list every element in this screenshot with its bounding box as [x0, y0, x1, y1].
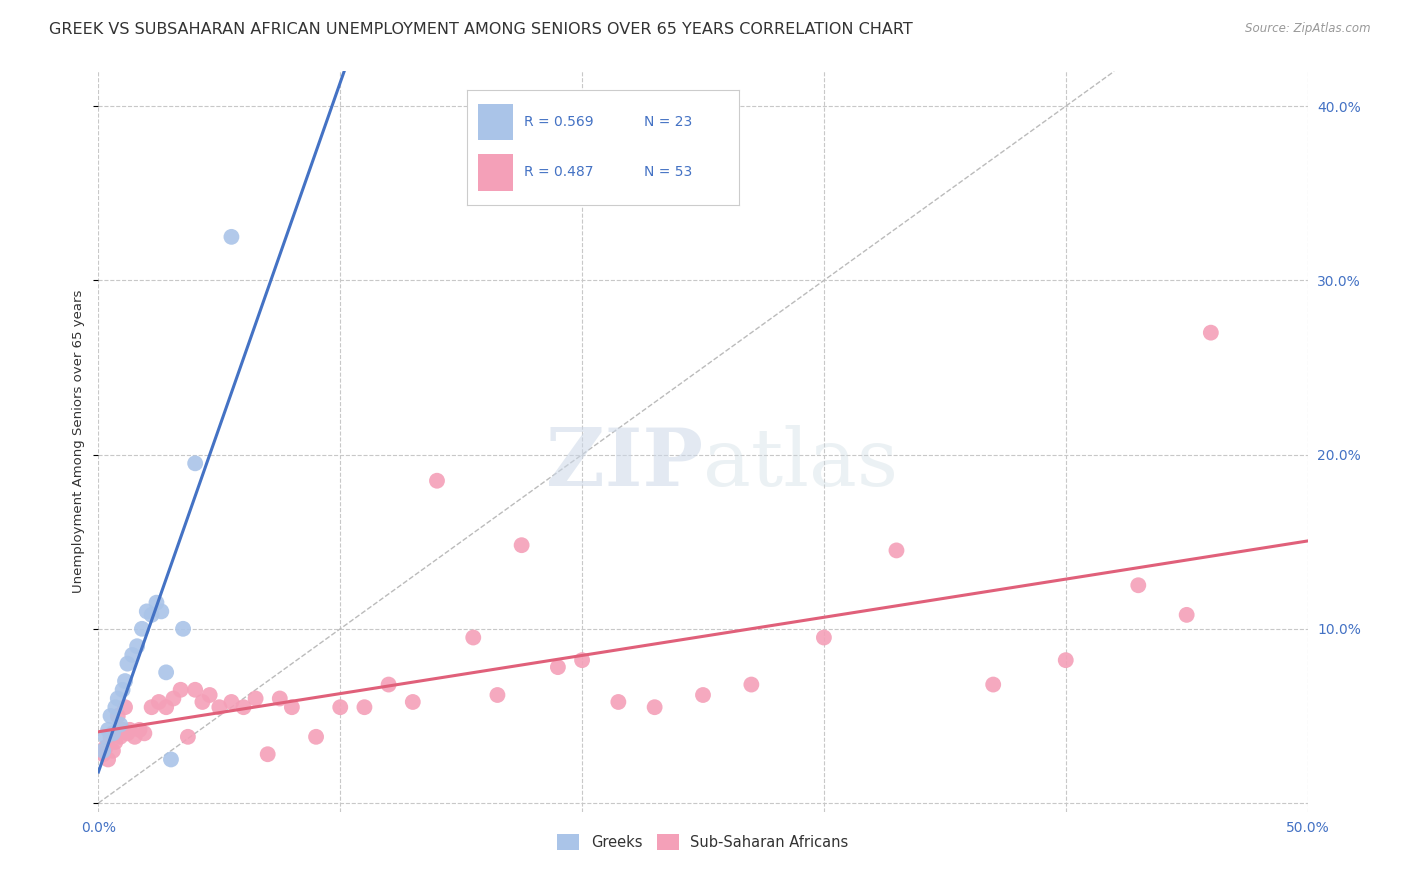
Point: [177, 730, 200, 744]
Point: [169, 682, 191, 697]
Point: [269, 691, 291, 706]
Y-axis label: Unemployment Among Seniors over 65 years: Unemployment Among Seniors over 65 years: [72, 290, 86, 593]
Point: [353, 700, 375, 714]
Point: [232, 700, 254, 714]
Point: [131, 622, 153, 636]
Point: [118, 723, 141, 737]
Point: [117, 657, 139, 671]
Point: [463, 631, 485, 645]
Point: [128, 723, 150, 737]
Point: [692, 688, 714, 702]
Point: [426, 474, 449, 488]
Point: [117, 726, 139, 740]
Point: [486, 688, 509, 702]
Point: [150, 604, 173, 618]
Point: [100, 709, 122, 723]
Point: [135, 604, 157, 618]
Legend: Greeks, Sub-Saharan Africans: Greeks, Sub-Saharan Africans: [551, 828, 855, 856]
Point: [208, 700, 231, 714]
Point: [104, 735, 127, 749]
Point: [141, 700, 163, 714]
Point: [813, 631, 835, 645]
Point: [160, 752, 183, 766]
Text: atlas: atlas: [703, 425, 898, 503]
Point: [100, 730, 122, 744]
Point: [198, 688, 221, 702]
Point: [101, 726, 124, 740]
Point: [155, 665, 177, 680]
Point: [134, 726, 156, 740]
Point: [221, 230, 243, 244]
Point: [1128, 578, 1150, 592]
Point: [148, 695, 170, 709]
Point: [145, 596, 167, 610]
Point: [101, 744, 124, 758]
Point: [644, 700, 666, 714]
Point: [97, 752, 120, 766]
Point: [607, 695, 630, 709]
Point: [114, 674, 136, 689]
Point: [91, 744, 114, 758]
Point: [114, 700, 136, 714]
Text: Source: ZipAtlas.com: Source: ZipAtlas.com: [1246, 22, 1371, 36]
Point: [886, 543, 908, 558]
Point: [221, 695, 243, 709]
Point: [191, 695, 214, 709]
Point: [94, 730, 117, 744]
Point: [329, 700, 352, 714]
Point: [108, 730, 131, 744]
Point: [155, 700, 177, 714]
Point: [141, 607, 163, 622]
Point: [1199, 326, 1222, 340]
Point: [91, 747, 114, 762]
Point: [547, 660, 569, 674]
Text: GREEK VS SUBSAHARAN AFRICAN UNEMPLOYMENT AMONG SENIORS OVER 65 YEARS CORRELATION: GREEK VS SUBSAHARAN AFRICAN UNEMPLOYMENT…: [49, 22, 912, 37]
Text: ZIP: ZIP: [546, 425, 703, 503]
Point: [245, 691, 267, 706]
Point: [107, 691, 129, 706]
Point: [184, 682, 207, 697]
Point: [108, 717, 131, 731]
Point: [740, 677, 762, 691]
Point: [1175, 607, 1198, 622]
Point: [124, 730, 146, 744]
Point: [104, 700, 127, 714]
Point: [162, 691, 184, 706]
Point: [121, 648, 143, 662]
Point: [94, 740, 117, 755]
Point: [107, 709, 129, 723]
Point: [256, 747, 278, 762]
Point: [305, 730, 328, 744]
Point: [402, 695, 425, 709]
Point: [281, 700, 304, 714]
Point: [111, 682, 134, 697]
Point: [127, 639, 149, 653]
Point: [172, 622, 194, 636]
Point: [571, 653, 593, 667]
Point: [377, 677, 399, 691]
Point: [981, 677, 1004, 691]
Point: [1054, 653, 1077, 667]
Point: [97, 723, 120, 737]
Point: [510, 538, 533, 552]
Point: [111, 723, 134, 737]
Point: [184, 456, 207, 470]
